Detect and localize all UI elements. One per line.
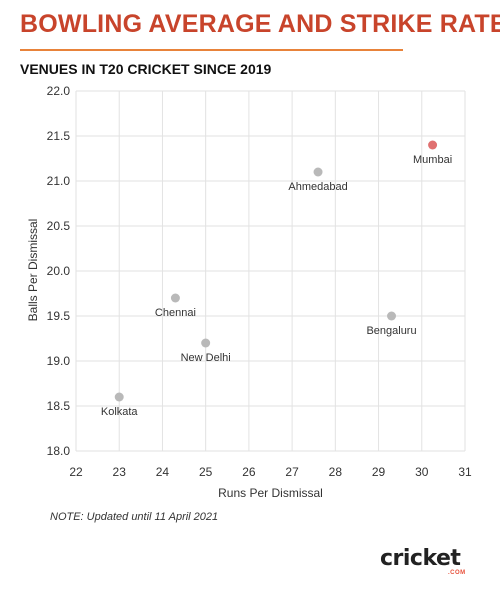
chart-title: BOWLING AVERAGE AND STRIKE RATE xyxy=(20,10,500,38)
y-tick-label: 19.0 xyxy=(47,354,71,368)
x-tick-label: 26 xyxy=(242,465,256,479)
chart-subtitle: VENUES IN T20 CRICKET SINCE 2019 xyxy=(20,61,272,77)
chart-note: NOTE: Updated until 11 April 2021 xyxy=(50,511,219,523)
title-underline xyxy=(20,49,403,51)
y-tick-label: 18.0 xyxy=(47,444,71,458)
y-tick-label: 18.5 xyxy=(47,399,71,413)
x-tick-label: 22 xyxy=(69,465,83,479)
data-point-chennai xyxy=(170,293,180,303)
x-tick-label: 31 xyxy=(458,465,472,479)
point-label-mumbai: Mumbai xyxy=(413,154,452,166)
y-tick-label: 20.5 xyxy=(47,219,71,233)
x-tick-label: 25 xyxy=(199,465,213,479)
x-tick-label: 24 xyxy=(156,465,170,479)
y-tick-label: 21.5 xyxy=(47,129,71,143)
point-label-new-delhi: New Delhi xyxy=(181,352,231,364)
x-tick-label: 28 xyxy=(329,465,343,479)
data-point-mumbai xyxy=(428,140,438,150)
logo-text: cricket xyxy=(380,546,461,571)
point-label-chennai: Chennai xyxy=(155,307,196,319)
x-axis-label: Runs Per Dismissal xyxy=(218,486,323,500)
point-label-kolkata: Kolkata xyxy=(101,406,139,418)
y-tick-label: 22.0 xyxy=(47,84,71,98)
point-label-ahmedabad: Ahmedabad xyxy=(288,181,347,193)
y-tick-label: 20.0 xyxy=(47,264,71,278)
y-tick-label: 19.5 xyxy=(47,309,71,323)
x-tick-label: 27 xyxy=(285,465,299,479)
data-point-new-delhi xyxy=(201,338,211,348)
x-tick-label: 29 xyxy=(372,465,386,479)
y-tick-label: 21.0 xyxy=(47,174,71,188)
data-point-kolkata xyxy=(114,392,124,402)
y-axis-label: Balls Per Dismissal xyxy=(26,219,40,322)
cricket-com-logo: cricket .COM xyxy=(380,546,470,578)
logo-subtext: .COM xyxy=(448,570,466,576)
data-point-bengaluru xyxy=(387,311,397,321)
data-point-ahmedabad xyxy=(313,167,323,177)
point-label-bengaluru: Bengaluru xyxy=(366,325,416,337)
x-tick-label: 23 xyxy=(113,465,127,479)
x-tick-label: 30 xyxy=(415,465,429,479)
